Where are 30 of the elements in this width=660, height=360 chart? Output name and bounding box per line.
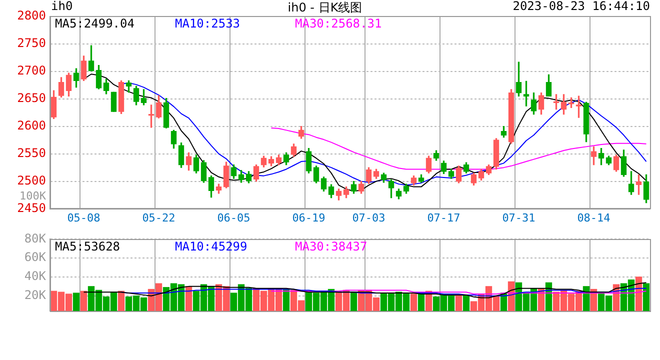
y-tick-label: 2550 — [17, 146, 46, 160]
x-tick-label: 05-22 — [142, 211, 176, 224]
x-tick-label: 07-17 — [427, 211, 460, 224]
y-tick-label: 2650 — [17, 90, 46, 105]
text: MA10:2533 — [175, 16, 240, 31]
text: MA30:38437 — [295, 239, 368, 254]
y-tick-label: 80K — [24, 231, 47, 246]
x-tick-label: 07-03 — [352, 211, 386, 224]
text: ih0 — [51, 0, 73, 14]
x-tick-label: 08-14 — [577, 211, 611, 224]
y-tick-label: 2800 — [17, 8, 46, 23]
y-tick-label: 2750 — [17, 36, 46, 50]
y-tick-label: 2500 — [17, 173, 46, 188]
y-tick-label: 60K — [24, 250, 47, 264]
y-tick-label: 2600 — [17, 118, 46, 132]
chart-title: ih0 - 日K线图 — [288, 0, 362, 14]
text: MA5:2499.04 — [55, 16, 134, 31]
y-tick-label: 2700 — [17, 63, 46, 78]
text: MA5:53628 — [55, 239, 120, 254]
text: MA30:2568.31 — [295, 16, 382, 31]
y-tick-label: 20K — [24, 288, 47, 302]
y-tick-label: 40K — [24, 269, 47, 284]
x-tick-label: 06-05 — [217, 211, 250, 224]
text: 100K — [20, 190, 46, 203]
y-tick-label: 2450 — [17, 200, 46, 215]
x-tick-label: 05-08 — [67, 211, 100, 224]
text: MA10:45299 — [175, 239, 248, 254]
text: 2023-08-23 16:44:10 — [512, 0, 650, 14]
x-tick-label: 06-19 — [292, 211, 326, 224]
x-tick-label: 07-31 — [502, 211, 536, 224]
